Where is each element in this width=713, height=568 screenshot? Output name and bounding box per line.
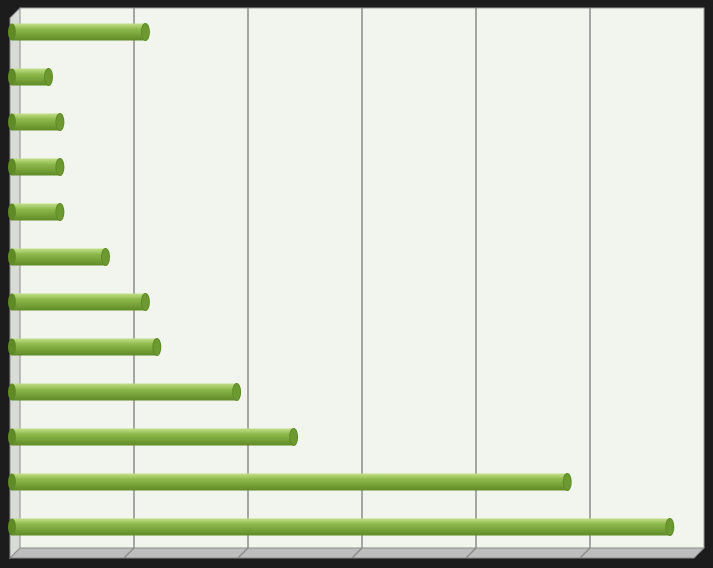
floor-gridline-1	[123, 547, 135, 559]
bar-body	[12, 248, 106, 266]
bar-end-cap	[140, 293, 150, 311]
bar-6	[8, 248, 110, 266]
bar-11	[8, 473, 572, 491]
bar-5	[8, 203, 65, 221]
bar-body	[12, 158, 60, 176]
bar-end-cap	[55, 203, 65, 221]
bar-3	[8, 113, 65, 131]
bar-body	[12, 293, 146, 311]
bar-start-cap	[8, 338, 16, 356]
bar-start-cap	[8, 293, 16, 311]
bar-end-cap	[152, 338, 162, 356]
bar-start-cap	[8, 428, 16, 446]
bar-10	[8, 428, 299, 446]
bar-body	[12, 338, 157, 356]
bar-start-cap	[8, 203, 16, 221]
bar-body	[12, 473, 568, 491]
bar-end-cap	[665, 518, 675, 536]
bar-8	[8, 338, 162, 356]
bar-end-cap	[55, 158, 65, 176]
bar-1	[8, 23, 150, 41]
bar-body	[12, 68, 49, 86]
bar-body	[12, 203, 60, 221]
bar-7	[8, 293, 150, 311]
bar-end-cap	[289, 428, 299, 446]
bar-start-cap	[8, 473, 16, 491]
bar-2	[8, 68, 53, 86]
floor-gridline-5	[579, 547, 591, 559]
bar-12	[8, 518, 675, 536]
bar-start-cap	[8, 248, 16, 266]
bar-body	[12, 113, 60, 131]
bar-body	[12, 23, 146, 41]
bar-start-cap	[8, 113, 16, 131]
bar-4	[8, 158, 65, 176]
floor-gridline-3	[351, 547, 363, 559]
bar-start-cap	[8, 23, 16, 41]
bar-start-cap	[8, 68, 16, 86]
bar-body	[12, 518, 670, 536]
bar-end-cap	[101, 248, 110, 266]
bar-body	[12, 428, 294, 446]
bar-body	[12, 383, 237, 401]
bar-start-cap	[8, 158, 16, 176]
bar-end-cap	[232, 383, 242, 401]
bar-end-cap	[55, 113, 65, 131]
bar-end-cap	[562, 473, 572, 491]
bar-start-cap	[8, 383, 16, 401]
bar-start-cap	[8, 518, 16, 536]
bar-9	[8, 383, 242, 401]
bar-end-cap	[140, 23, 150, 41]
floor-gridline-2	[237, 547, 249, 559]
bar-end-cap	[44, 68, 53, 86]
floor-gridline-4	[465, 547, 477, 559]
